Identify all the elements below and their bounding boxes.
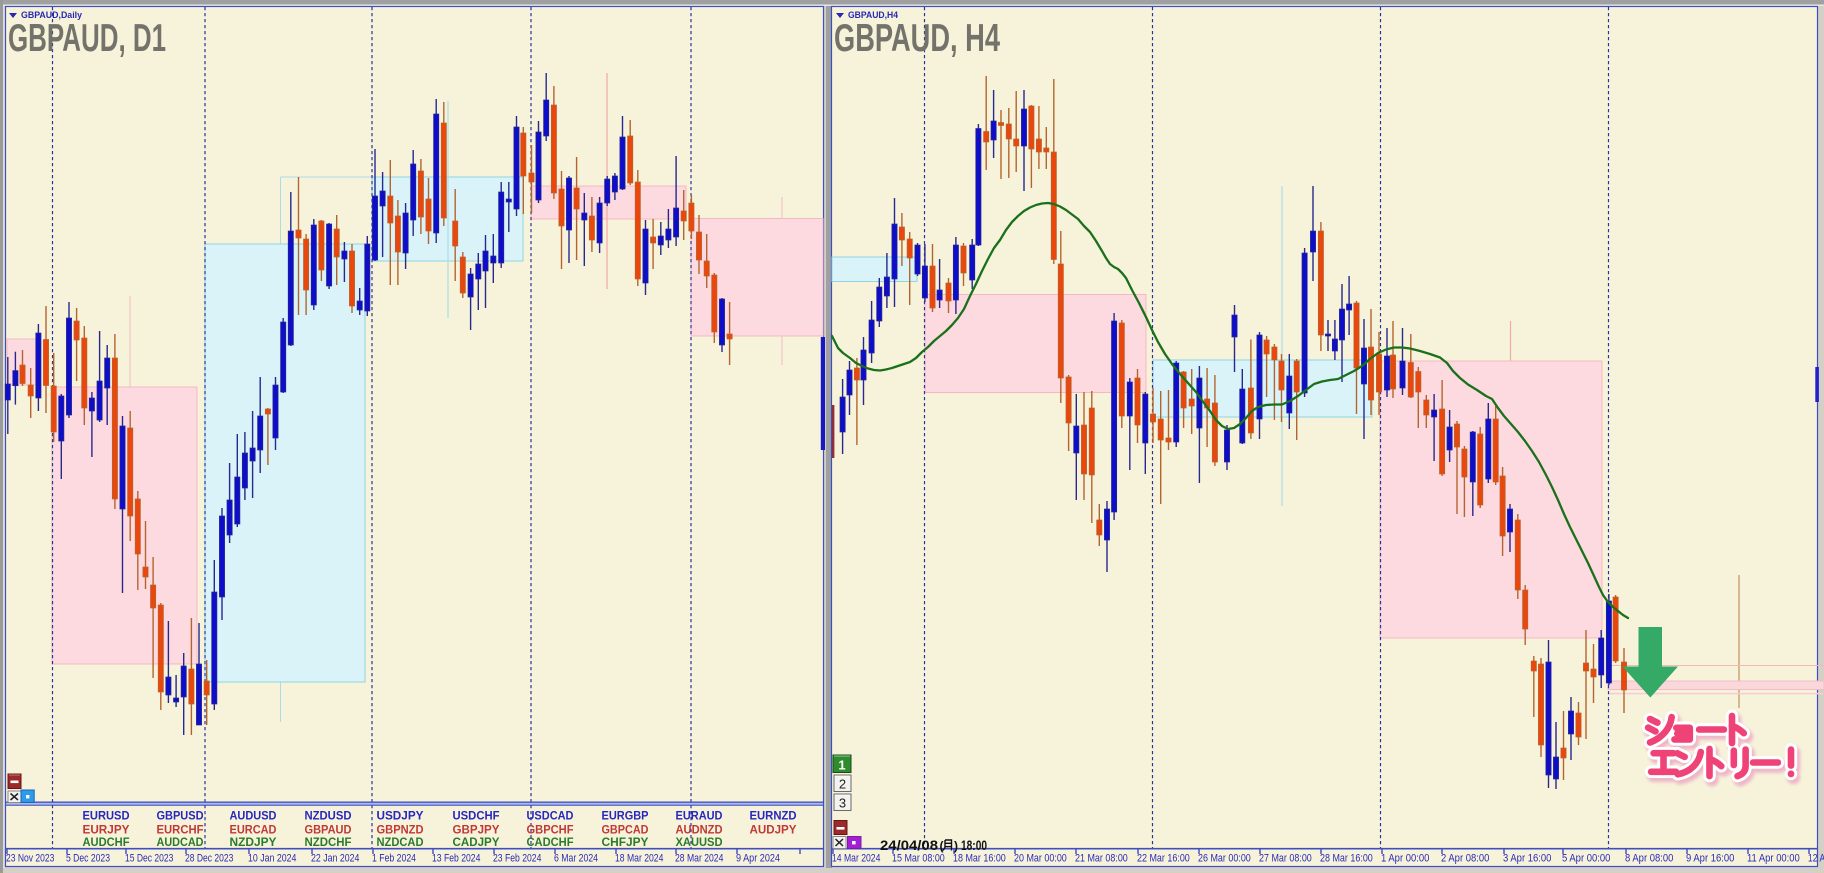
svg-text:GBPAUD,H4: GBPAUD,H4	[848, 10, 899, 21]
svg-text:NZDCAD: NZDCAD	[377, 835, 424, 849]
svg-text:GBPCAD: GBPCAD	[602, 823, 649, 837]
svg-text:9 Apr 16:00: 9 Apr 16:00	[1686, 853, 1734, 865]
svg-text:8 Apr 08:00: 8 Apr 08:00	[1625, 853, 1673, 865]
svg-text:28 Mar 16:00: 28 Mar 16:00	[1320, 853, 1373, 865]
svg-text:6 Mar 2024: 6 Mar 2024	[554, 853, 598, 865]
svg-text:GBPCHF: GBPCHF	[527, 823, 574, 837]
svg-text:NZDUSD: NZDUSD	[305, 809, 352, 823]
svg-text:24/04/08: 24/04/08	[880, 838, 939, 853]
svg-text:23 Nov 2023: 23 Nov 2023	[6, 853, 54, 865]
svg-text:3 Apr 16:00: 3 Apr 16:00	[1503, 853, 1551, 865]
svg-text:1 Feb 2024: 1 Feb 2024	[372, 853, 416, 865]
svg-text:AUDCHF: AUDCHF	[83, 835, 130, 849]
svg-text:USDCAD: USDCAD	[527, 809, 574, 823]
svg-text:1 Apr 00:00: 1 Apr 00:00	[1381, 853, 1429, 865]
svg-text:2: 2	[839, 777, 846, 792]
svg-text:27 Mar 08:00: 27 Mar 08:00	[1259, 853, 1312, 865]
svg-text:22 Jan 2024: 22 Jan 2024	[311, 853, 359, 865]
svg-text:GBPUSD: GBPUSD	[157, 809, 204, 823]
svg-text:5 Dec 2023: 5 Dec 2023	[66, 853, 110, 865]
svg-text:(: (	[940, 839, 944, 853]
svg-text:CHFJPY: CHFJPY	[602, 835, 649, 849]
svg-text:26 Mar 00:00: 26 Mar 00:00	[1198, 853, 1251, 865]
svg-text:GBPAUD: GBPAUD	[305, 823, 352, 837]
svg-text:CADCHF: CADCHF	[527, 835, 574, 849]
svg-text:18 Mar 16:00: 18 Mar 16:00	[953, 853, 1006, 865]
svg-text:EURUSD: EURUSD	[83, 809, 130, 823]
svg-text:): )	[954, 839, 958, 853]
svg-text:22 Mar 16:00: 22 Mar 16:00	[1137, 853, 1190, 865]
svg-text:14 Mar 2024: 14 Mar 2024	[832, 853, 880, 865]
svg-text:3: 3	[839, 796, 846, 811]
svg-text:AUDJPY: AUDJPY	[750, 823, 797, 837]
svg-text:18:00: 18:00	[961, 838, 987, 853]
svg-text:9 Apr 2024: 9 Apr 2024	[736, 853, 780, 865]
svg-text:EURCHF: EURCHF	[157, 823, 204, 837]
svg-text:23 Feb 2024: 23 Feb 2024	[493, 853, 541, 865]
svg-text:12 Ap: 12 Ap	[1808, 853, 1824, 865]
svg-text:2 Apr 08:00: 2 Apr 08:00	[1441, 853, 1489, 865]
svg-text:EURJPY: EURJPY	[83, 823, 130, 837]
svg-text:21 Mar 08:00: 21 Mar 08:00	[1075, 853, 1128, 865]
svg-text:XAUUSD: XAUUSD	[676, 835, 723, 849]
svg-text:CADJPY: CADJPY	[453, 835, 500, 849]
svg-text:GBPJPY: GBPJPY	[453, 823, 500, 837]
svg-text:AUDUSD: AUDUSD	[230, 809, 277, 823]
svg-text:GBPNZD: GBPNZD	[377, 823, 424, 837]
svg-text:AUDNZD: AUDNZD	[676, 823, 723, 837]
svg-text:1: 1	[838, 758, 845, 773]
svg-text:20 Mar 00:00: 20 Mar 00:00	[1014, 853, 1067, 865]
svg-text:13 Feb 2024: 13 Feb 2024	[432, 853, 480, 865]
svg-text:EURAUD: EURAUD	[676, 809, 723, 823]
svg-text:EURGBP: EURGBP	[602, 809, 649, 823]
svg-text:AUDCAD: AUDCAD	[157, 835, 204, 849]
svg-text:28 Mar 2024: 28 Mar 2024	[675, 853, 723, 865]
svg-text:5 Apr 00:00: 5 Apr 00:00	[1562, 853, 1610, 865]
svg-text:15 Mar 08:00: 15 Mar 08:00	[892, 853, 945, 865]
svg-text:NZDJPY: NZDJPY	[230, 835, 277, 849]
svg-text:15 Dec 2023: 15 Dec 2023	[125, 853, 173, 865]
svg-text:USDJPY: USDJPY	[377, 809, 424, 823]
svg-text:GBPAUD, H4: GBPAUD, H4	[834, 17, 1000, 60]
svg-text:GBPAUD,Daily: GBPAUD,Daily	[21, 10, 83, 21]
svg-text:NZDCHF: NZDCHF	[305, 835, 352, 849]
svg-text:EURNZD: EURNZD	[750, 809, 797, 823]
svg-text:USDCHF: USDCHF	[453, 809, 500, 823]
svg-text:EURCAD: EURCAD	[230, 823, 277, 837]
svg-text:11 Apr 00:00: 11 Apr 00:00	[1747, 853, 1800, 865]
svg-text:18 Mar 2024: 18 Mar 2024	[615, 853, 663, 865]
svg-text:GBPAUD, D1: GBPAUD, D1	[8, 17, 166, 60]
svg-text:10 Jan 2024: 10 Jan 2024	[248, 853, 296, 865]
svg-text:28 Dec 2023: 28 Dec 2023	[185, 853, 233, 865]
